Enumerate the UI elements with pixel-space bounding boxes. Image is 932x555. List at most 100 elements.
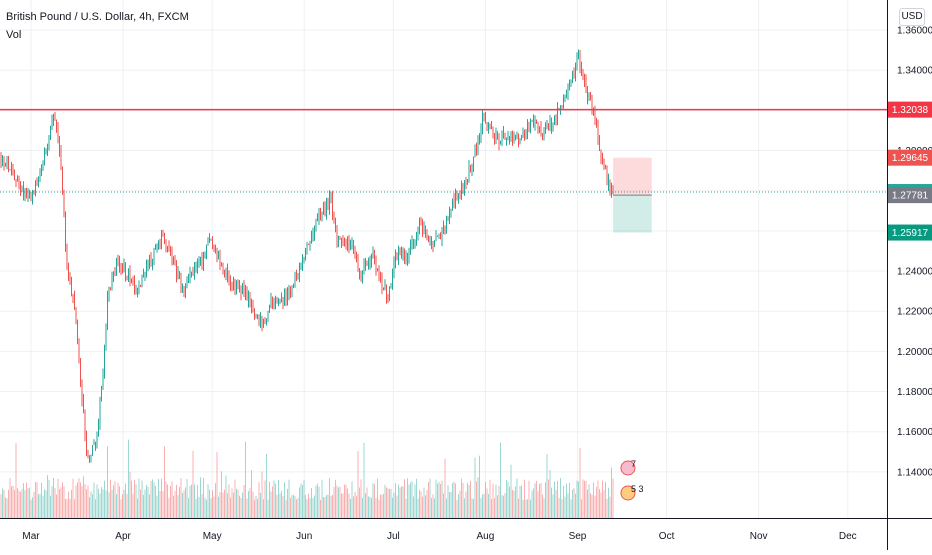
event-marker <box>620 485 636 501</box>
volume-bar <box>177 495 179 518</box>
volume-bar <box>590 493 591 518</box>
volume-bar <box>512 489 513 518</box>
volume-bar <box>386 487 387 518</box>
volume-bar <box>378 499 380 518</box>
volume-bar <box>251 470 252 518</box>
volume-bar <box>321 479 323 518</box>
volume-bar <box>198 496 200 518</box>
volume-bar <box>255 496 257 518</box>
volume-bar <box>488 494 489 518</box>
volume-bar <box>494 498 495 518</box>
volume-bar <box>171 481 173 518</box>
volume-bar <box>96 484 98 518</box>
volume-bar <box>18 490 20 518</box>
volume-bar <box>180 478 182 518</box>
volume-bar <box>293 494 294 518</box>
volume-bar <box>443 493 444 518</box>
volume-bar <box>459 490 461 518</box>
volume-bar <box>54 488 56 518</box>
volume-bar <box>558 497 560 518</box>
volume-bar <box>591 494 593 518</box>
volume-bar <box>359 487 360 518</box>
volume-bar <box>222 492 224 518</box>
volume-bar <box>444 458 446 518</box>
volume-bar <box>390 488 392 518</box>
volume-bar <box>320 499 321 518</box>
volume-bar <box>333 487 335 518</box>
volume-bar <box>525 499 527 518</box>
volume-bar <box>570 499 572 518</box>
volume-bar <box>425 495 426 518</box>
volume-bar <box>365 493 366 518</box>
x-tick-label: Jun <box>296 531 312 542</box>
volume-bar <box>429 478 431 518</box>
volume-bar <box>219 492 221 518</box>
volume-bar <box>59 489 60 518</box>
volume-bar <box>533 488 534 518</box>
volume-bar <box>189 485 191 518</box>
volume-bar <box>152 479 153 518</box>
volume-bar <box>300 483 302 518</box>
volume-bar <box>545 482 546 518</box>
volume-bar <box>86 489 87 518</box>
volume-bar <box>338 487 339 518</box>
volume-bar <box>62 482 63 518</box>
volume-bar <box>501 494 503 518</box>
volume-bar <box>314 495 315 518</box>
volume-bar <box>225 475 227 518</box>
volume-bar <box>246 498 248 518</box>
volume-bar <box>608 487 609 518</box>
volume-bar <box>476 481 477 518</box>
volume-bar <box>29 487 30 518</box>
volume-bar <box>393 492 395 518</box>
volume-bar <box>27 488 29 518</box>
volume-bar <box>575 493 576 518</box>
volume-bar <box>291 495 293 518</box>
volume-bar <box>413 496 414 518</box>
volume-bar <box>411 481 413 518</box>
volume-bar <box>603 490 605 518</box>
volume-bar <box>215 483 216 518</box>
volume-bar <box>204 497 206 518</box>
volume-bar <box>491 498 492 518</box>
volume-bar <box>569 482 570 518</box>
volume-bar <box>447 485 449 518</box>
volume-bar <box>230 497 231 518</box>
volume-bar <box>156 495 158 518</box>
volume-bar <box>197 484 198 518</box>
volume-bar <box>39 493 41 518</box>
volume-bar <box>131 480 132 518</box>
volume-bar <box>15 443 17 518</box>
volume-bar <box>530 499 531 518</box>
volume-bar <box>176 484 177 518</box>
volume-bar <box>453 481 455 518</box>
volume-bar <box>84 484 86 518</box>
volume-bar <box>135 484 137 518</box>
volume-bar <box>99 493 101 518</box>
volume-bar <box>284 482 285 518</box>
volume-bar <box>26 482 27 518</box>
volume-bar <box>282 496 284 518</box>
volume-bar <box>98 488 99 518</box>
volume-bar <box>308 493 309 518</box>
volume-bar <box>509 486 510 518</box>
currency-button[interactable]: USD <box>899 8 925 26</box>
volume-bar <box>21 488 23 518</box>
volume-bar <box>546 454 548 518</box>
x-tick-label: Jul <box>387 531 400 542</box>
volume-bar <box>399 487 401 518</box>
volume-bar <box>182 493 183 518</box>
volume-bar <box>233 492 234 518</box>
volume-bar <box>120 499 122 518</box>
volume-bar <box>9 478 11 518</box>
volume-bar <box>348 493 350 518</box>
volume-bar <box>158 479 159 518</box>
volume-bar <box>276 494 278 518</box>
volume-bar <box>287 488 288 518</box>
volume-bar <box>456 499 458 518</box>
volume-bar <box>2 488 3 518</box>
volume-bar <box>279 493 281 518</box>
volume-bar <box>302 485 303 518</box>
volume-bar <box>564 496 566 518</box>
